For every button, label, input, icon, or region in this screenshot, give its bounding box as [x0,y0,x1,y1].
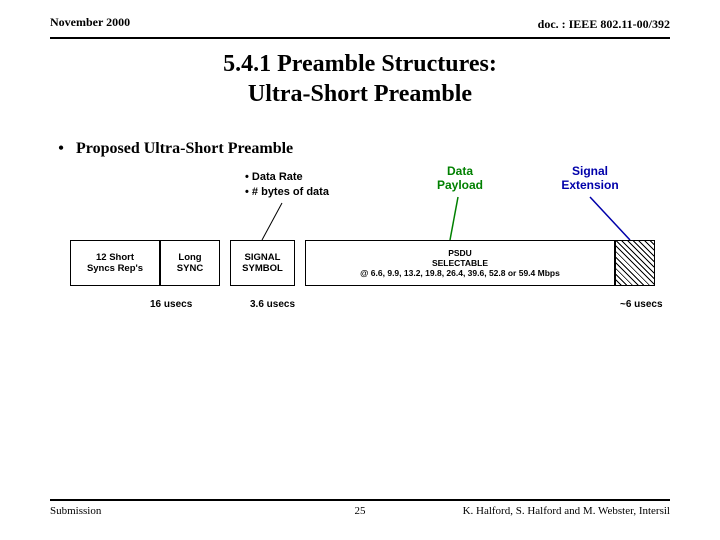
box-short-l2: Syncs Rep's [71,263,159,274]
box-signal-symbol: SIGNAL SYMBOL [230,240,295,286]
label-data-payload: Data Payload [420,165,500,193]
info-bullet-2: # bytes of data [245,185,329,200]
time-3-6usecs: 3.6 usecs [250,299,295,310]
slide-header: November 2000 doc. : IEEE 802.11-00/392 [50,15,670,39]
title-line-1: 5.4.1 Preamble Structures: [50,49,670,79]
label-signal-extension: Signal Extension [545,165,635,193]
box-signal-l1: SIGNAL [231,252,294,263]
label-data-payload-l2: Payload [420,179,500,193]
slide-footer: Submission 25 K. Halford, S. Halford and… [50,499,670,523]
box-signal-extension [615,240,655,286]
time-6usecs: ~6 usecs [620,299,663,310]
main-bullet-text: Proposed Ultra-Short Preamble [76,140,293,157]
info-bullet-1: Data Rate [245,170,329,185]
header-date: November 2000 [50,15,130,30]
footer-left: Submission [50,505,101,517]
box-long-l1: Long [161,252,219,263]
label-sig-ext-l2: Extension [545,179,635,193]
box-short-l1: 12 Short [71,252,159,263]
title-line-2: Ultra-Short Preamble [50,79,670,109]
box-signal-l2: SYMBOL [231,263,294,274]
time-16usecs: 16 usecs [150,299,192,310]
slide-title: 5.4.1 Preamble Structures: Ultra-Short P… [50,49,670,109]
bullet-marker: • [50,140,72,158]
header-doc: doc. : IEEE 802.11-00/392 [538,17,670,32]
box-psdu-l2: SELECTABLE [306,258,614,268]
footer-page: 25 [355,505,366,517]
main-bullet: • Proposed Ultra-Short Preamble [50,140,293,158]
box-psdu: PSDU SELECTABLE @ 6.6, 9.9, 13.2, 19.8, … [305,240,615,286]
box-long-sync: Long SYNC [160,240,220,286]
signal-info-bullets: Data Rate # bytes of data [245,170,329,201]
footer-right: K. Halford, S. Halford and M. Webster, I… [463,505,670,517]
label-sig-ext-l1: Signal [545,165,635,179]
box-long-l2: SYNC [161,263,219,274]
preamble-diagram: 12 Short Syncs Rep's Long SYNC SIGNAL SY… [70,240,660,288]
label-data-payload-l1: Data [420,165,500,179]
box-psdu-l1: PSDU [306,248,614,258]
box-psdu-l3: @ 6.6, 9.9, 13.2, 19.8, 26.4, 39.6, 52.8… [306,268,614,278]
box-short-syncs: 12 Short Syncs Rep's [70,240,160,286]
